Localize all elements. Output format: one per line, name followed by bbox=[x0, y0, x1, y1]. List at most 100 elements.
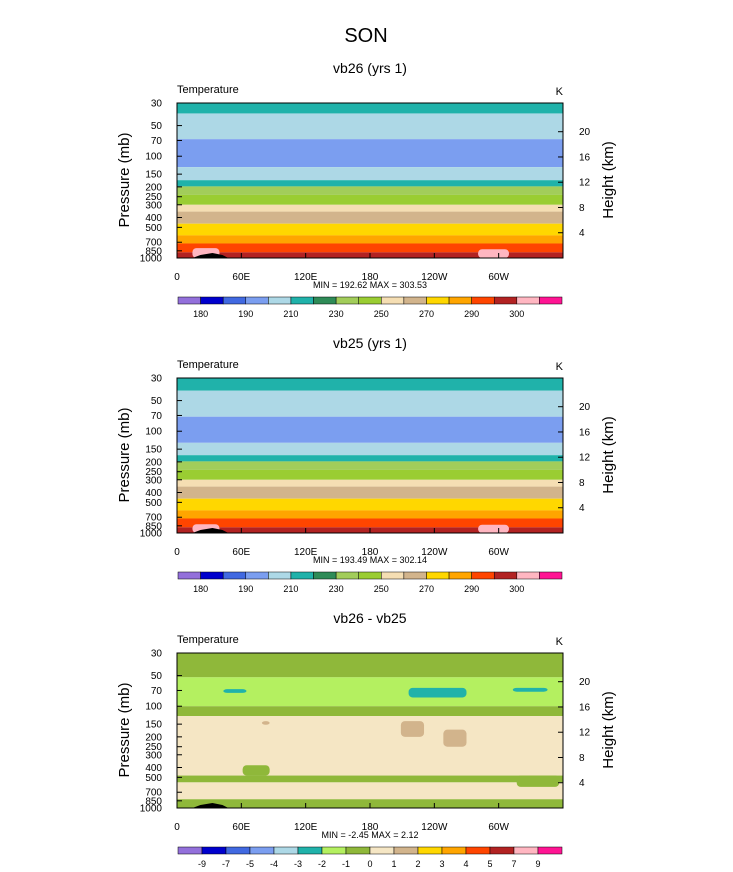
panel-1-x-tick-label: 60E bbox=[232, 272, 250, 283]
panel-3-contour-patch bbox=[516, 775, 560, 787]
panel-3-colorbar-swatch bbox=[417, 846, 443, 855]
panel-1-contour-patch bbox=[478, 249, 509, 258]
panel-2-band bbox=[177, 498, 563, 511]
figure-title: SON bbox=[344, 25, 387, 47]
panel-2-colorbar-label: 210 bbox=[283, 584, 298, 594]
panel-1-colorbar-swatch bbox=[539, 296, 563, 305]
panel-2-colorbar-swatch bbox=[403, 571, 427, 580]
panel-3-terrain bbox=[192, 803, 229, 808]
panel-3-band bbox=[177, 716, 563, 776]
panel-3-x-tick-label: 60W bbox=[488, 822, 509, 833]
panel-2-y2-tick-label: 16 bbox=[579, 427, 591, 438]
panel-3-colorbar-label: 7 bbox=[511, 859, 516, 869]
panel-1-colorbar-swatch bbox=[426, 296, 450, 305]
panel-1-colorbar-label: 270 bbox=[419, 309, 434, 319]
panel-1-y-tick-label: 1000 bbox=[140, 254, 163, 265]
panel-2-colorbar-label: 250 bbox=[374, 584, 389, 594]
panel-2-colorbar-swatch bbox=[177, 571, 201, 580]
panel-2-y-tick-label: 400 bbox=[145, 488, 162, 499]
panel-2-colorbar-swatch bbox=[539, 571, 563, 580]
panel-3-x-tick-label: 120E bbox=[294, 822, 318, 833]
panel-3-colorbar-swatch bbox=[489, 846, 515, 855]
panel-2-colorbar-swatch bbox=[493, 571, 518, 580]
panel-2-y2-tick-label: 20 bbox=[579, 402, 591, 413]
panel-1-right-label: K bbox=[556, 86, 564, 98]
panel-3-y-tick-label: 50 bbox=[151, 671, 163, 682]
panel-2-y-tick-label: 850 bbox=[145, 521, 162, 532]
panel-2-colorbar-swatch bbox=[448, 571, 472, 580]
panel-2-y-tick-label: 30 bbox=[151, 374, 163, 385]
panel-1-left-label: Temperature bbox=[177, 84, 239, 96]
panel-2-colorbar-swatch bbox=[381, 571, 405, 580]
panel-1-colorbar-label: 250 bbox=[374, 309, 389, 319]
panel-3-colorbar-label: 1 bbox=[391, 859, 396, 869]
panel-2-colorbar-swatch bbox=[516, 571, 540, 580]
panel-3-y-tick-label: 150 bbox=[145, 720, 162, 731]
panel-3-x-tick-label: 0 bbox=[174, 822, 180, 833]
panel-2-left-label: Temperature bbox=[177, 359, 239, 371]
panel-1-colorbar-swatch bbox=[403, 296, 427, 305]
panel-1-y-tick-label: 850 bbox=[145, 246, 162, 257]
panel-2-colorbar-label: 180 bbox=[193, 584, 208, 594]
panel-1-colorbar-label: 210 bbox=[283, 309, 298, 319]
panel-2-y-tick-label: 150 bbox=[145, 445, 162, 456]
panel-3-colorbar-swatch bbox=[465, 846, 491, 855]
panel-2-y-tick-label: 700 bbox=[145, 513, 162, 524]
panel-1-colorbar-swatch bbox=[381, 296, 405, 305]
panel-3-title: vb26 - vb25 bbox=[333, 610, 406, 626]
panel-1-colorbar-swatch bbox=[493, 296, 518, 305]
panel-1-band bbox=[177, 204, 563, 212]
panel-1-colorbar-swatch bbox=[448, 296, 472, 305]
panel-2-band bbox=[177, 390, 563, 417]
panel-2-terrain bbox=[192, 528, 229, 533]
panel-1-x-tick-label: 0 bbox=[174, 272, 180, 283]
panel-3-y2-tick-label: 8 bbox=[579, 753, 585, 764]
panel-1-x-tick-label: 180 bbox=[362, 272, 379, 283]
panel-3-colorbar-label: -5 bbox=[246, 859, 254, 869]
panel-3-colorbar-label: -2 bbox=[318, 859, 326, 869]
panel-3-contour-patch bbox=[408, 687, 467, 698]
panel-3-colorbar-label: 0 bbox=[367, 859, 372, 869]
panel-1-stats: MIN = 192.62 MAX = 303.53 bbox=[313, 280, 427, 290]
panel-3-colorbar: -9 -7 -5 -4 -3 -2 -1 0 1 2 3 4 5 7 9 bbox=[177, 846, 563, 869]
panel-2-x-tick-label: 120E bbox=[294, 547, 318, 558]
panel-1-band bbox=[177, 186, 563, 195]
panel-3-y2-axis-label: Height (km) bbox=[600, 691, 617, 769]
panel-2-y2-tick-label: 8 bbox=[579, 478, 585, 489]
panel-3-right-label: K bbox=[556, 636, 564, 648]
panel-3-y-axis-label: Pressure (mb) bbox=[116, 682, 133, 777]
panel-2-colorbar-swatch bbox=[200, 571, 224, 580]
panel-3-band bbox=[177, 706, 563, 717]
panel-2-x-tick-label: 120W bbox=[421, 547, 448, 558]
panel-3-left-label: Temperature bbox=[177, 634, 239, 646]
panel-2-colorbar-swatch bbox=[245, 571, 269, 580]
panel-3-colorbar-label: 4 bbox=[463, 859, 468, 869]
panel-2-contour-patch bbox=[478, 524, 509, 533]
panel-1-band bbox=[177, 103, 563, 114]
panel-3-contour-patch bbox=[443, 729, 467, 747]
panel-2-band bbox=[177, 461, 563, 470]
panel-2-band bbox=[177, 416, 563, 443]
panel-3-colorbar-swatch bbox=[273, 846, 299, 855]
panel-2-title: vb25 (yrs 1) bbox=[333, 335, 407, 351]
panel-1-y-tick-label: 500 bbox=[145, 223, 162, 234]
panel-2-colorbar-swatch bbox=[222, 571, 247, 580]
panel-2-colorbar-label: 190 bbox=[238, 584, 253, 594]
panel-2-x-tick-label: 60E bbox=[232, 547, 250, 558]
panel-3-y-tick-label: 300 bbox=[145, 750, 162, 761]
panel-2-y-tick-label: 1000 bbox=[140, 529, 163, 540]
panel-1-colorbar-swatch bbox=[177, 296, 201, 305]
panel-3-colorbar-label: 9 bbox=[535, 859, 540, 869]
panel-2-band bbox=[177, 510, 563, 519]
panel-1-y2-tick-label: 12 bbox=[579, 178, 591, 189]
panel-3-colorbar-swatch bbox=[297, 846, 323, 855]
panel-2-x-tick-label: 0 bbox=[174, 547, 180, 558]
panel-3-stats: MIN = -2.45 MAX = 2.12 bbox=[321, 830, 418, 840]
panel-3-x-tick-label: 180 bbox=[362, 822, 379, 833]
panel-1-colorbar-swatch bbox=[222, 296, 247, 305]
panel-1-y2-tick-label: 8 bbox=[579, 203, 585, 214]
panel-2-y-tick-label: 70 bbox=[151, 411, 163, 422]
panel-2-y-axis-label: Pressure (mb) bbox=[116, 407, 133, 502]
